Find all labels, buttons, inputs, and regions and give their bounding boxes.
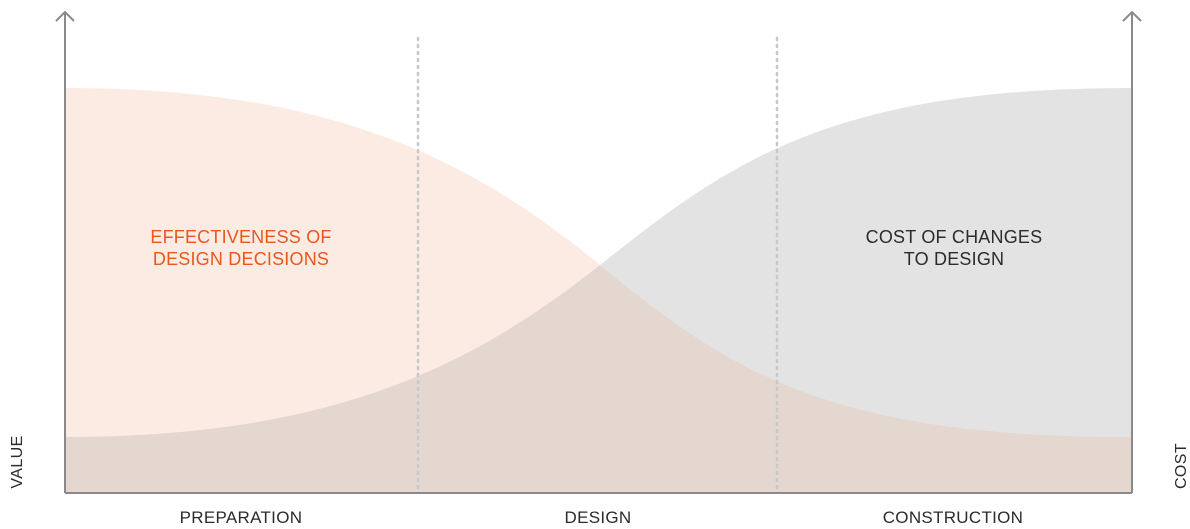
value-axis-arrow-icon	[55, 10, 75, 22]
phase-label-design: DESIGN	[564, 508, 632, 527]
value-axis-label: VALUE	[9, 435, 26, 489]
effectiveness-label: EFFECTIVENESS OF DESIGN DECISIONS	[150, 227, 332, 269]
cost-axis-arrow-icon	[1122, 10, 1142, 22]
cost-of-changes-label: COST OF CHANGES TO DESIGN	[865, 227, 1043, 269]
cost-axis-label: COST	[1173, 442, 1190, 490]
phase-label-construction: CONSTRUCTION	[882, 508, 1024, 527]
phase-label-preparation: PREPARATION	[179, 508, 303, 527]
